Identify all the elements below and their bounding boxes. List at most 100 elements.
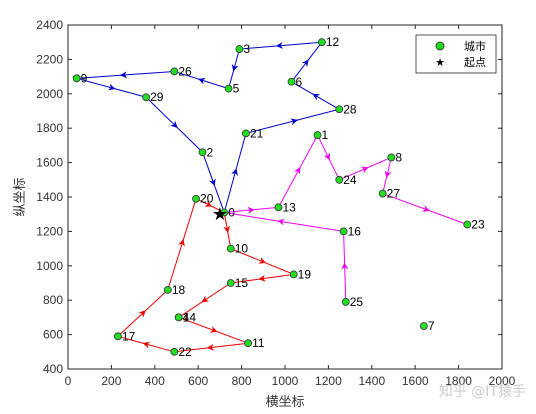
city-point xyxy=(170,67,179,76)
x-tick-label: 200 xyxy=(101,374,121,388)
city-points: ★ xyxy=(72,38,472,356)
city-label: 11 xyxy=(252,336,265,350)
city-label: 3 xyxy=(243,42,250,56)
x-tick-label: 1800 xyxy=(445,374,472,388)
city-label: 14 xyxy=(183,310,197,324)
legend-city-label: 城市 xyxy=(464,39,486,53)
watermark: 知乎 @IT猿手 xyxy=(439,383,526,400)
route-arrow xyxy=(142,341,151,349)
y-tick-label: 1000 xyxy=(36,259,63,273)
y-tick-label: 2400 xyxy=(36,18,63,32)
route-arrow xyxy=(323,152,330,161)
route-arrow xyxy=(293,166,301,175)
y-tick-label: 1200 xyxy=(36,224,63,238)
x-tick-label: 800 xyxy=(232,374,252,388)
city-label: 17 xyxy=(122,329,136,343)
x-tick-label: 1000 xyxy=(272,374,299,388)
x-axis-label: 横坐标 xyxy=(265,395,304,410)
x-tick-label: 0 xyxy=(65,374,72,388)
city-point xyxy=(317,38,326,47)
route-arrow xyxy=(138,310,146,318)
y-tick-label: 800 xyxy=(43,293,63,307)
y-tick-label: 1400 xyxy=(36,190,63,204)
route-arrow xyxy=(209,178,216,187)
y-axis-label: 纵坐标 xyxy=(13,177,28,216)
city-point xyxy=(163,285,172,294)
route-arrow xyxy=(198,77,206,85)
city-label: 12 xyxy=(326,35,340,49)
city-label: 20 xyxy=(200,192,214,206)
city-label: 7 xyxy=(428,319,435,333)
legend-box xyxy=(415,34,497,74)
x-tick-label: 400 xyxy=(145,374,165,388)
plot-area xyxy=(67,24,503,370)
city-point xyxy=(170,347,179,356)
city-label: 23 xyxy=(471,218,485,232)
x-tick-label: 2000 xyxy=(489,374,516,388)
city-point xyxy=(198,148,207,157)
city-label: 1 xyxy=(322,128,329,142)
y-tick-label: 1800 xyxy=(36,121,63,135)
city-point xyxy=(289,270,298,279)
route-arrow xyxy=(231,168,238,176)
city-point xyxy=(378,189,387,198)
route-arrow xyxy=(107,83,116,91)
city-point xyxy=(226,244,235,253)
x-tick-label: 1200 xyxy=(315,374,342,388)
x-tick-label: 1400 xyxy=(358,374,385,388)
y-tick-label: 2200 xyxy=(36,52,63,66)
route-arrow xyxy=(258,257,267,264)
route-arrow xyxy=(312,93,321,101)
city-label: 16 xyxy=(348,224,362,238)
city-point xyxy=(274,203,283,212)
city-label: 13 xyxy=(282,200,296,214)
city-point xyxy=(387,153,396,162)
city-label: 0 xyxy=(228,205,235,219)
city-label: 29 xyxy=(150,90,164,104)
city-point xyxy=(114,332,122,341)
city-point xyxy=(72,74,81,83)
city-point xyxy=(142,93,151,102)
city-label: 5 xyxy=(233,82,240,96)
city-label: 10 xyxy=(235,242,249,256)
route-arrow xyxy=(204,200,213,207)
city-point xyxy=(224,84,233,93)
city-point xyxy=(339,227,348,236)
city-point xyxy=(313,131,322,139)
city-label: 2 xyxy=(207,145,214,159)
city-label: 9 xyxy=(81,71,88,85)
city-point xyxy=(244,339,253,348)
city-label: 19 xyxy=(298,267,312,281)
city-label: 15 xyxy=(235,276,249,290)
legend-start-label: 起点 xyxy=(464,56,486,69)
city-label: 27 xyxy=(387,187,401,201)
y-tick-label: 1600 xyxy=(36,156,63,170)
city-label: 22 xyxy=(178,345,192,359)
route-arrow xyxy=(170,120,178,129)
y-tick-label: 400 xyxy=(43,362,63,376)
city-point xyxy=(341,298,350,306)
city-label: 24 xyxy=(343,173,357,187)
city-label: 25 xyxy=(350,295,364,309)
city-label: 26 xyxy=(178,64,192,78)
city-point xyxy=(242,129,250,138)
city-point xyxy=(220,208,229,217)
route-arrow xyxy=(360,166,369,174)
city-label: 18 xyxy=(172,283,186,297)
city-point xyxy=(192,194,200,203)
city-point xyxy=(419,322,428,330)
routes xyxy=(76,41,468,353)
city-label: 8 xyxy=(395,150,402,164)
route-arrow xyxy=(201,295,210,303)
city-point xyxy=(235,45,244,53)
legend: 城市 ★ 起点 xyxy=(415,34,497,74)
legend-city-marker xyxy=(435,41,445,51)
x-tick-label: 1600 xyxy=(402,374,429,388)
city-label: 21 xyxy=(250,126,264,140)
route-arrow xyxy=(231,63,239,72)
city-point xyxy=(174,313,183,322)
city-point xyxy=(335,175,344,184)
city-point xyxy=(335,105,344,114)
